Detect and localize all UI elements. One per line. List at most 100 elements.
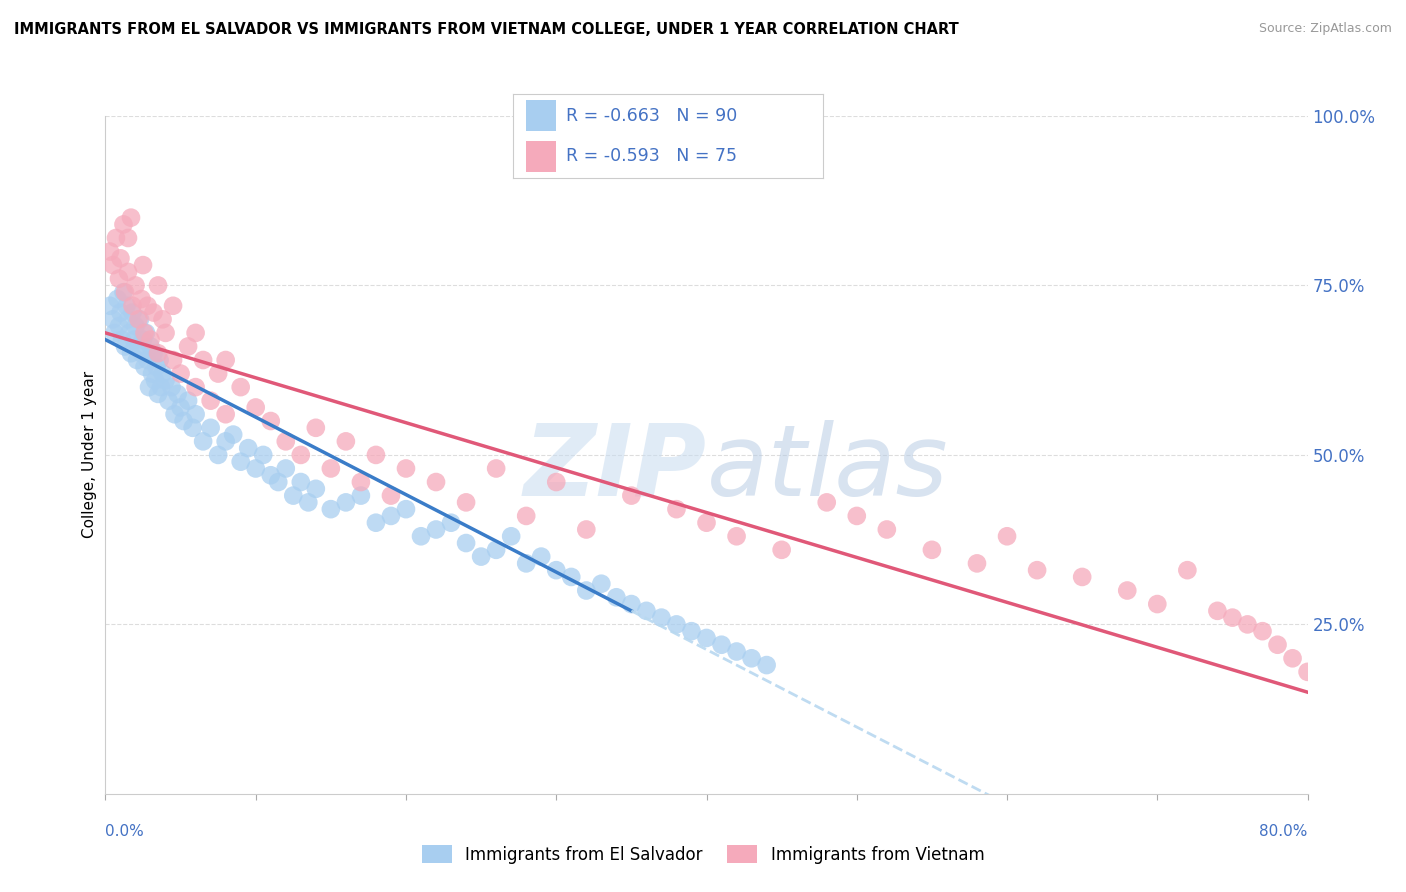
Point <box>101 312 124 326</box>
Point <box>741 651 763 665</box>
Point <box>142 346 165 360</box>
Point <box>485 542 508 557</box>
Point <box>162 299 184 313</box>
Point <box>1071 570 1094 584</box>
Point <box>222 427 245 442</box>
Point <box>364 516 387 530</box>
Point <box>152 312 174 326</box>
Point <box>290 448 312 462</box>
Point <box>620 489 643 503</box>
Point <box>274 461 297 475</box>
Point <box>207 367 229 381</box>
Point <box>181 421 204 435</box>
Point <box>636 604 658 618</box>
Point <box>177 393 200 408</box>
Point <box>335 495 357 509</box>
Point <box>245 461 267 475</box>
Point <box>681 624 703 639</box>
Point <box>110 305 132 319</box>
Y-axis label: College, Under 1 year: College, Under 1 year <box>82 371 97 539</box>
Point <box>110 252 132 266</box>
Point <box>142 305 165 319</box>
Point <box>131 292 153 306</box>
Point <box>1116 583 1139 598</box>
Text: IMMIGRANTS FROM EL SALVADOR VS IMMIGRANTS FROM VIETNAM COLLEGE, UNDER 1 YEAR COR: IMMIGRANTS FROM EL SALVADOR VS IMMIGRANT… <box>14 22 959 37</box>
Point <box>103 326 125 340</box>
Point <box>121 305 143 319</box>
Point <box>485 461 508 475</box>
Point <box>395 502 418 516</box>
Point <box>319 461 342 475</box>
Point <box>112 218 135 232</box>
Point <box>995 529 1018 543</box>
Point <box>120 211 142 225</box>
Point <box>1146 597 1168 611</box>
Point <box>260 468 283 483</box>
Point <box>546 563 568 577</box>
Point <box>117 312 139 326</box>
Point <box>440 516 463 530</box>
Point <box>350 489 373 503</box>
Point <box>150 380 173 394</box>
Point <box>146 278 169 293</box>
Point <box>1206 604 1229 618</box>
Point <box>155 373 177 387</box>
Point <box>146 387 169 401</box>
Point <box>184 407 207 421</box>
Point <box>725 529 748 543</box>
Point <box>128 339 150 353</box>
Point <box>122 333 145 347</box>
Point <box>136 353 159 368</box>
Point <box>456 495 478 509</box>
Point <box>425 475 447 489</box>
Point <box>815 495 838 509</box>
Text: 80.0%: 80.0% <box>1260 824 1308 838</box>
Point <box>160 380 183 394</box>
Point <box>515 557 537 571</box>
Point <box>120 346 142 360</box>
Point <box>696 631 718 645</box>
Point <box>575 583 598 598</box>
Point <box>207 448 229 462</box>
Point <box>143 373 166 387</box>
Point <box>274 434 297 449</box>
Point <box>214 353 236 368</box>
Point <box>921 542 943 557</box>
Text: R = -0.663   N = 90: R = -0.663 N = 90 <box>565 107 737 125</box>
Text: R = -0.593   N = 75: R = -0.593 N = 75 <box>565 147 737 165</box>
Point <box>107 292 129 306</box>
Point <box>290 475 312 489</box>
Point <box>305 482 328 496</box>
Point <box>245 401 267 415</box>
Point <box>136 299 159 313</box>
Point <box>1251 624 1274 639</box>
Point <box>710 638 733 652</box>
Point <box>145 359 167 374</box>
Point <box>191 353 214 368</box>
Point <box>98 244 121 259</box>
Point <box>214 407 236 421</box>
Point <box>238 441 260 455</box>
Point <box>845 508 868 523</box>
Point <box>546 475 568 489</box>
Point <box>1236 617 1258 632</box>
Point <box>515 508 537 523</box>
Point <box>101 258 124 272</box>
Point <box>162 353 184 368</box>
Point <box>560 570 582 584</box>
Point <box>146 346 169 360</box>
FancyBboxPatch shape <box>526 101 557 131</box>
Point <box>335 434 357 449</box>
Point <box>267 475 290 489</box>
Point <box>1026 563 1049 577</box>
Point <box>184 380 207 394</box>
Point <box>169 401 191 415</box>
Point <box>665 502 688 516</box>
Point <box>139 339 162 353</box>
Point <box>173 414 195 428</box>
Point <box>425 523 447 537</box>
Point <box>350 475 373 489</box>
Point <box>191 434 214 449</box>
Point <box>118 326 141 340</box>
Point <box>1281 651 1303 665</box>
